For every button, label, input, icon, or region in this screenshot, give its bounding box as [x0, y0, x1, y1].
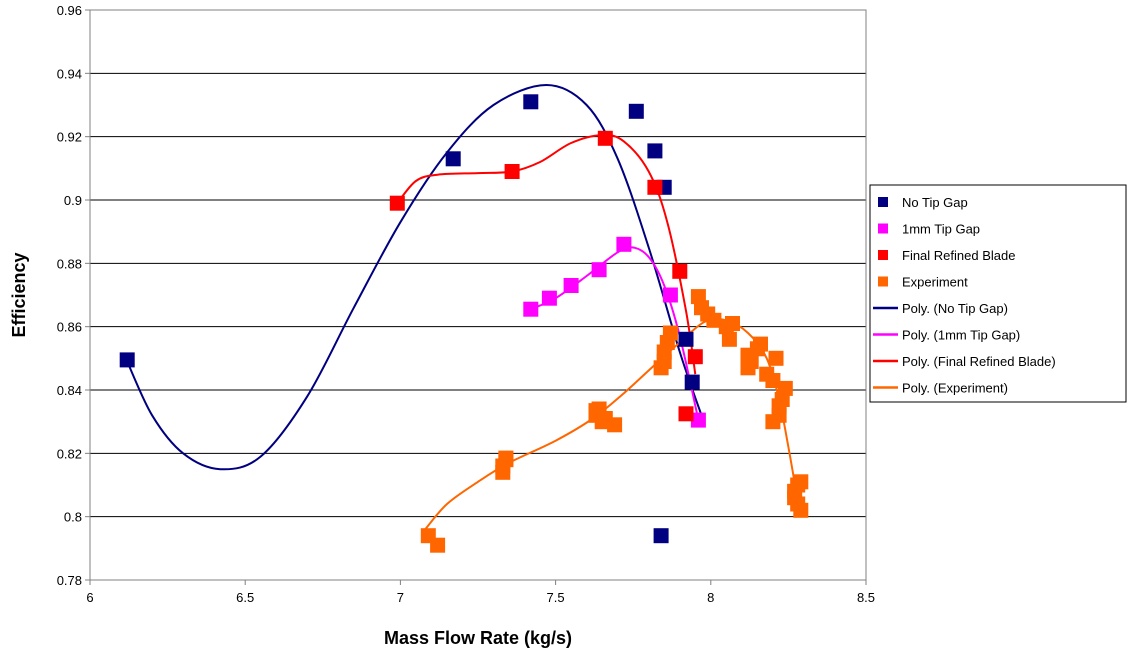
- data-point: [588, 407, 604, 423]
- data-point: [684, 374, 700, 390]
- data-point: [690, 412, 706, 428]
- data-point: [647, 179, 663, 195]
- x-tick-label: 8.5: [857, 590, 875, 605]
- data-point: [445, 151, 461, 167]
- y-axis-title: Efficiency: [9, 252, 29, 337]
- gridlines: [90, 72, 866, 518]
- data-point: [672, 263, 688, 279]
- data-point: [687, 349, 703, 365]
- y-tick-label: 0.94: [57, 66, 82, 81]
- data-point: [119, 352, 135, 368]
- data-point: [389, 195, 405, 211]
- data-point: [597, 130, 613, 146]
- y-tick-label: 0.82: [57, 446, 82, 461]
- data-point: [628, 103, 644, 119]
- x-tick-label: 8: [707, 590, 714, 605]
- data-point: [430, 537, 446, 553]
- data-point: [541, 290, 557, 306]
- data-point: [771, 398, 787, 414]
- data-point: [753, 336, 768, 352]
- y-tick-label: 0.88: [57, 256, 82, 271]
- x-axis-title: Mass Flow Rate (kg/s): [384, 628, 572, 648]
- trendline: [126, 83, 703, 471]
- y-axis-ticks: 0.78 0.8 0.82 0.84 0.86 0.88 0.9 0.92 0.94 0.96: [57, 3, 90, 588]
- legend-label: Poly. (No Tip Gap): [902, 301, 1008, 316]
- data-point: [765, 373, 781, 388]
- data-point: [498, 450, 514, 466]
- data-point: [768, 350, 784, 366]
- y-tick-label: 0.84: [57, 383, 82, 398]
- legend-marker: [878, 250, 888, 260]
- legend-label: 1mm Tip Gap: [902, 222, 980, 237]
- data-point: [706, 312, 722, 328]
- data-point: [647, 143, 663, 159]
- legend-label: Experiment: [902, 275, 968, 290]
- x-tick-label: 7: [397, 590, 404, 605]
- trendline: [396, 134, 697, 375]
- data-point: [563, 278, 579, 293]
- data-point: [793, 502, 809, 518]
- data-point: [591, 262, 607, 278]
- legend-marker: [878, 276, 888, 287]
- data-point: [721, 331, 737, 347]
- legend-label: Poly. (1mm Tip Gap): [902, 328, 1020, 343]
- legend-label: No Tip Gap: [902, 195, 968, 210]
- data-point: [743, 354, 759, 369]
- data-point: [678, 406, 694, 422]
- data-point: [656, 354, 672, 369]
- data-point: [787, 483, 803, 499]
- legend-marker: [878, 197, 888, 207]
- legend-label: Final Refined Blade: [902, 248, 1015, 263]
- y-tick-label: 0.86: [57, 320, 82, 335]
- data-point: [678, 331, 694, 347]
- x-axis-ticks: 6 6.5 7 7.5 8 8.5: [86, 580, 875, 605]
- y-tick-label: 0.96: [57, 3, 82, 18]
- legend: No Tip Gap 1mm Tip Gap Final Refined Blade…: [869, 184, 1127, 403]
- legend-label: Poly. (Final Refined Blade): [902, 354, 1056, 369]
- data-point: [662, 287, 678, 303]
- data-point: [662, 325, 678, 341]
- data-point: [504, 164, 520, 179]
- x-tick-label: 7.5: [547, 590, 565, 605]
- data-markers: [119, 94, 809, 553]
- y-tick-label: 0.8: [64, 510, 82, 525]
- data-point: [523, 301, 539, 317]
- y-tick-label: 0.92: [57, 130, 82, 145]
- data-point: [607, 417, 623, 433]
- data-point: [616, 236, 632, 252]
- plot-area-border: [89, 9, 867, 581]
- data-point: [777, 380, 793, 396]
- data-point: [523, 94, 539, 110]
- x-tick-label: 6: [86, 590, 93, 605]
- legend-marker: [878, 223, 888, 234]
- legend-label: Poly. (Experiment): [902, 381, 1008, 396]
- y-tick-label: 0.9: [64, 193, 82, 208]
- data-point: [725, 316, 740, 331]
- legend-box: [869, 184, 1127, 403]
- x-tick-label: 6.5: [236, 590, 254, 605]
- data-point: [653, 528, 669, 544]
- y-tick-label: 0.78: [57, 573, 82, 588]
